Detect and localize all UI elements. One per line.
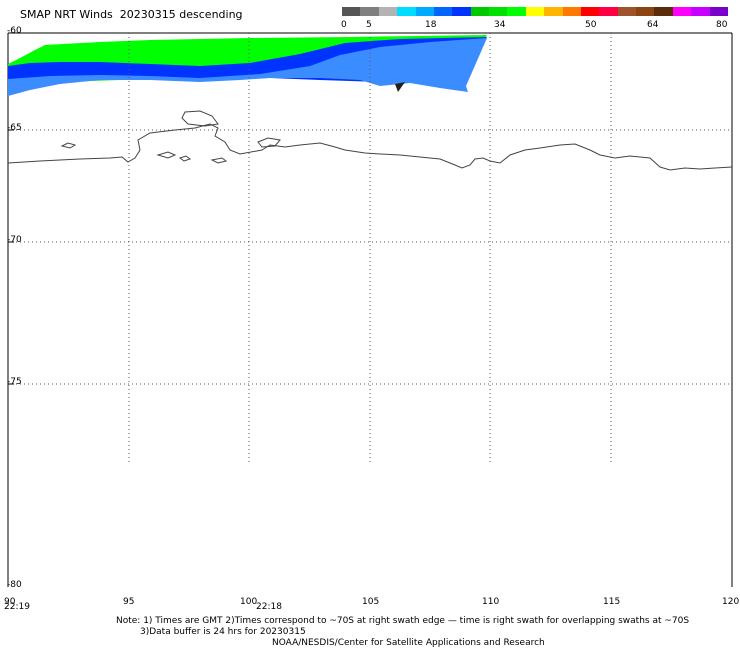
credit-line: NOAA/NESDIS/Center for Satellite Applica… (272, 638, 545, 648)
coastline-islet-4 (257, 137, 281, 148)
scale-segment-18 (672, 7, 692, 16)
scale-segment-5 (433, 7, 453, 16)
swath-dark-spot (395, 82, 405, 92)
lon-label-105: 105 (362, 597, 380, 607)
scale-label-0: 0 (341, 20, 347, 30)
swath-light-blue-zone (8, 38, 487, 96)
scale-segment-6 (452, 7, 471, 16)
lon-label-100: 100 (240, 597, 258, 607)
scale-segment-17 (654, 7, 673, 16)
scale-segment-20 (709, 7, 728, 16)
scale-segment-10 (525, 7, 545, 16)
lon-label-110: 110 (482, 597, 500, 607)
scale-segment-2 (378, 7, 398, 16)
lon-label-115: 115 (603, 597, 621, 607)
scale-label-64: 64 (647, 20, 659, 30)
scale-segment-19 (691, 7, 710, 16)
lat-label-80: -80 (7, 580, 22, 590)
graticule (8, 33, 732, 465)
map-title: SMAP NRT Winds 20230315 descending (20, 8, 243, 21)
scale-segment-16 (636, 7, 655, 16)
scale-segment-14 (599, 7, 618, 16)
scale-segment-9 (507, 7, 526, 16)
wind-swath (8, 35, 487, 96)
scale-segment-7 (470, 7, 489, 16)
lon-label-90: 90 (4, 597, 16, 607)
scale-segment-4 (415, 7, 434, 16)
swath-time-mid: 22:18 (256, 602, 282, 612)
scale-label-18: 18 (425, 20, 437, 30)
coastline-ice-tongue (181, 110, 219, 127)
lat-ticks (8, 129, 14, 385)
note-line-1: Note: 1) Times are GMT 2)Times correspon… (116, 616, 690, 626)
lat-label-75: -75 (7, 377, 22, 387)
swath-time-left: 22:19 (4, 602, 30, 612)
scale-segment-11 (544, 7, 563, 16)
lat-label-60: -60 (7, 26, 22, 36)
coastline-islet-1 (60, 142, 77, 149)
scale-segment-3 (397, 7, 416, 16)
antarctic-coastline (7, 110, 733, 171)
lon-label-120: 120 (722, 597, 740, 607)
note-line-2: 3)Data buffer is 24 hrs for 20230315 (140, 627, 306, 637)
coastline-main (7, 123, 733, 171)
scale-label-80: 80 (716, 20, 728, 30)
coastline-islet-3 (210, 157, 228, 164)
coastline-islet-2 (156, 151, 177, 159)
scale-label-5: 5 (366, 20, 372, 30)
scale-segment-8 (489, 7, 508, 16)
scale-label-50: 50 (585, 20, 597, 30)
scale-segment-12 (562, 7, 581, 16)
wind-speed-color-scale (342, 7, 728, 16)
scale-segment-13 (580, 7, 600, 16)
lon-label-95: 95 (123, 597, 135, 607)
scale-segment-15 (617, 7, 636, 16)
lat-label-65: -65 (7, 123, 22, 133)
coastline-islet-5 (178, 155, 192, 162)
scale-segment-1 (360, 7, 379, 16)
scale-label-34: 34 (494, 20, 506, 30)
lat-label-70: -70 (7, 235, 22, 245)
scale-segment-0 (342, 7, 361, 16)
